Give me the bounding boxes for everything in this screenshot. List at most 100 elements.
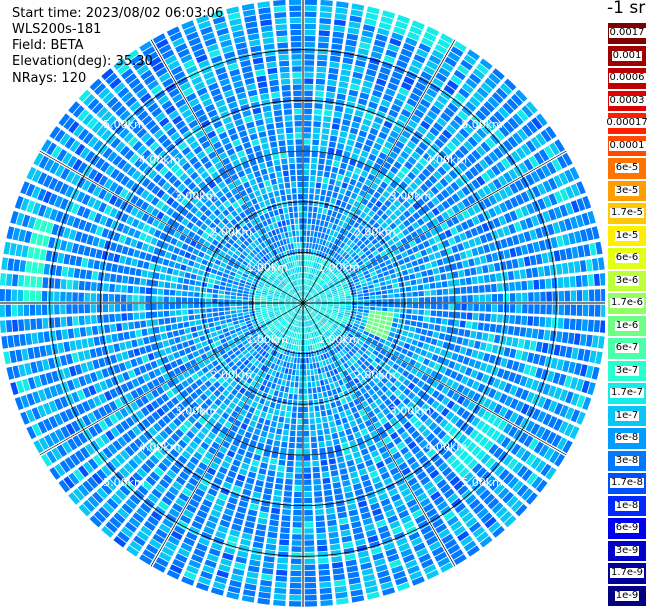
range-gate-cell: [520, 450, 532, 463]
range-gate-cell: [97, 314, 103, 324]
range-gate-cell: [350, 273, 357, 278]
range-gate-cell: [277, 366, 282, 372]
range-gate-cell: [407, 391, 416, 400]
range-gate-cell: [312, 357, 316, 363]
range-gate-cell: [540, 463, 552, 477]
range-gate-cell: [233, 281, 239, 286]
range-gate-cell: [308, 249, 312, 255]
range-gate-cell: [491, 252, 499, 262]
range-gate-cell: [538, 444, 550, 457]
range-gate-cell: [506, 236, 514, 247]
range-gate-cell: [313, 127, 321, 134]
range-gate-cell: [368, 234, 375, 242]
range-gate-cell: [362, 24, 376, 32]
range-gate-cell: [419, 234, 427, 242]
range-gate-cell: [472, 68, 485, 80]
range-gate-cell: [348, 350, 354, 357]
range-gate-cell: [550, 357, 558, 369]
range-gate-cell: [201, 282, 208, 288]
range-gate-cell: [160, 266, 168, 273]
range-gate-cell: [236, 299, 242, 303]
range-gate-cell: [520, 191, 530, 203]
range-gate-cell: [317, 164, 324, 171]
range-gate-cell: [466, 218, 475, 228]
range-gate-cell: [93, 260, 101, 270]
range-gate-cell: [501, 325, 509, 334]
range-gate-cell: [337, 344, 344, 350]
range-gate-cell: [304, 291, 306, 297]
range-gate-cell: [328, 141, 337, 148]
range-gate-cell: [393, 26, 406, 36]
range-gate-cell: [372, 350, 379, 356]
range-gate-cell: [428, 345, 436, 353]
range-gate-cell: [426, 269, 434, 276]
range-gate-cell: [162, 340, 170, 348]
range-gate-cell: [311, 218, 316, 225]
range-gate-cell: [213, 316, 220, 322]
range-gate-cell: [446, 208, 455, 217]
range-gate-cell: [426, 60, 439, 71]
range-gate-cell: [411, 59, 423, 69]
range-gate-cell: [403, 176, 412, 185]
range-gate-cell: [206, 293, 212, 298]
range-gate-cell: [479, 255, 487, 264]
range-gate-cell: [517, 362, 526, 373]
range-gate-cell: [317, 557, 329, 564]
range-gate-cell: [426, 190, 435, 199]
range-gate-cell: [563, 318, 570, 330]
range-gate-cell: [347, 27, 360, 35]
range-gate-cell: [387, 239, 395, 246]
range-gate-cell: [387, 135, 396, 145]
range-gate-cell: [334, 218, 340, 225]
range-gate-cell: [381, 146, 390, 155]
range-gate-cell: [303, 230, 307, 236]
range-gate-cell: [116, 274, 123, 283]
range-gate-cell: [377, 217, 384, 225]
range-gate-cell: [104, 272, 111, 282]
range-gate-cell: [441, 318, 448, 325]
range-gate-cell: [327, 305, 333, 308]
range-gate-cell: [405, 37, 418, 47]
range-gate-cell: [349, 330, 356, 336]
range-gate-cell: [352, 300, 358, 303]
range-gate-cell: [228, 326, 235, 331]
range-gate-cell: [316, 72, 326, 79]
range-gate-cell: [298, 388, 303, 394]
range-gate-cell: [137, 338, 144, 346]
range-gate-cell: [353, 254, 360, 261]
range-gate-cell: [585, 227, 594, 241]
range-gate-cell: [538, 149, 550, 162]
range-gate-cell: [510, 93, 523, 107]
range-gate-cell: [491, 502, 504, 514]
range-gate-cell: [460, 375, 469, 385]
range-gate-cell: [315, 515, 325, 522]
range-gate-cell: [579, 229, 588, 242]
range-gate-cell: [570, 393, 580, 406]
range-gate-cell: [127, 294, 133, 302]
range-gate-cell: [393, 371, 401, 379]
range-gate-cell: [296, 437, 303, 443]
range-gate-cell: [570, 304, 577, 316]
range-gate-cell: [303, 291, 305, 297]
range-gate-cell: [459, 232, 467, 241]
range-gate-cell: [575, 275, 582, 287]
range-gate-cell: [72, 280, 79, 290]
range-gate-cell: [375, 200, 383, 208]
range-gate-cell: [303, 352, 306, 358]
range-gate-cell: [295, 376, 299, 382]
range-gate-cell: [321, 465, 329, 472]
range-gate-cell: [263, 488, 273, 495]
range-gate-cell: [429, 317, 436, 324]
range-gate-cell: [557, 155, 568, 169]
range-gate-cell: [320, 319, 326, 325]
range-gate-cell: [374, 283, 380, 288]
range-gate-cell: [240, 422, 248, 430]
range-gate-cell: [285, 411, 291, 418]
range-gate-cell: [339, 266, 345, 272]
range-gate-cell: [391, 407, 400, 416]
range-gate-cell: [352, 336, 359, 342]
range-gate-cell: [325, 501, 334, 509]
range-gate-cell: [356, 331, 362, 336]
range-gate-cell: [448, 426, 458, 437]
range-gate-cell: [203, 345, 211, 352]
